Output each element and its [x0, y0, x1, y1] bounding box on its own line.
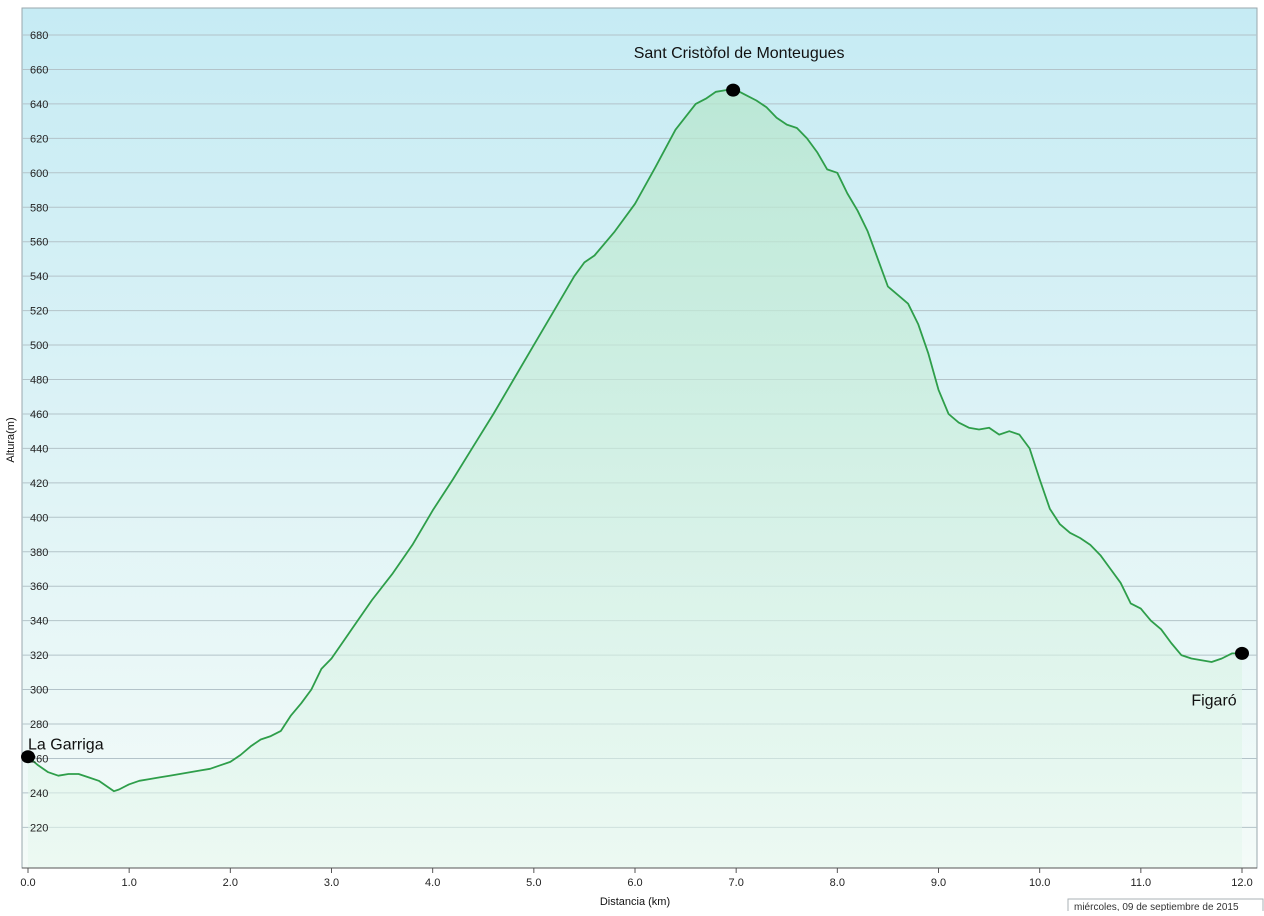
elevation-area	[28, 90, 1242, 869]
y-tick-label: 440	[30, 443, 48, 455]
x-tick-label: 9.0	[931, 877, 946, 889]
date-stamp: miércoles, 09 de septiembre de 2015	[1074, 902, 1239, 911]
y-tick-label: 640	[30, 99, 48, 111]
x-tick-label: 2.0	[223, 877, 238, 889]
y-tick-label: 580	[30, 202, 48, 214]
waypoint-marker	[726, 83, 741, 97]
y-tick-label: 400	[30, 512, 48, 524]
waypoint-label: Sant Cristòfol de Monteugues	[634, 45, 845, 62]
x-tick-label: 8.0	[830, 877, 845, 889]
y-tick-label: 220	[30, 822, 48, 834]
y-tick-label: 280	[30, 719, 48, 731]
waypoint-label: La Garriga	[28, 737, 104, 754]
y-tick-label: 500	[30, 340, 48, 352]
waypoint-marker	[1235, 646, 1249, 660]
y-tick-label: 360	[30, 581, 48, 593]
x-tick-label: 3.0	[324, 877, 339, 889]
x-tick-label: 4.0	[425, 877, 440, 889]
y-tick-label: 680	[30, 30, 48, 42]
y-tick-label: 660	[30, 64, 48, 76]
y-tick-label: 340	[30, 616, 48, 628]
elevation-series	[27, 89, 1242, 793]
y-tick-label: 560	[30, 237, 48, 249]
y-tick-label: 600	[30, 168, 48, 180]
x-axis-title: Distancia (km)	[600, 896, 670, 908]
y-tick-label: 420	[30, 478, 48, 490]
x-tick-label: 1.0	[122, 877, 137, 889]
y-tick-label: 460	[30, 409, 48, 421]
y-tick-label: 520	[30, 306, 48, 318]
y-tick-label: 380	[30, 547, 48, 559]
waypoint-label: Figaró	[1191, 692, 1236, 709]
y-tick-label: 320	[30, 650, 48, 662]
x-tick-label: 12.0	[1231, 877, 1252, 889]
x-axis-ticks: 0.0 1.0 2.0 3.0 4.0 5.0 6.0 7.0 8.0 9.0 10.0 11.0 12…	[20, 868, 1253, 889]
y-tick-label: 300	[30, 685, 48, 697]
y-tick-label: 480	[30, 375, 48, 387]
x-tick-label: 11.0	[1131, 877, 1152, 889]
y-tick-label: 540	[30, 271, 48, 283]
x-tick-label: 5.0	[526, 877, 541, 889]
elevation-area-fill	[28, 90, 1242, 869]
waypoint-marker	[21, 750, 35, 764]
waypoint-markers: La Garriga Sant Cristòfol de Monteugues Fi…	[21, 45, 1249, 764]
x-tick-label: 7.0	[729, 877, 744, 889]
y-tick-label: 620	[30, 133, 48, 145]
x-tick-label: 10.0	[1029, 877, 1050, 889]
y-axis-ticks: 2202402602803003203403603804004204404604…	[30, 30, 48, 834]
date-stamp-box: miércoles, 09 de septiembre de 2015	[1067, 898, 1264, 914]
x-tick-label: 6.0	[627, 877, 642, 889]
elevation-line	[27, 89, 1242, 793]
y-tick-label: 240	[30, 788, 48, 800]
y-axis-title: Altura(m)	[5, 417, 17, 462]
x-tick-label: 0.0	[20, 877, 35, 889]
